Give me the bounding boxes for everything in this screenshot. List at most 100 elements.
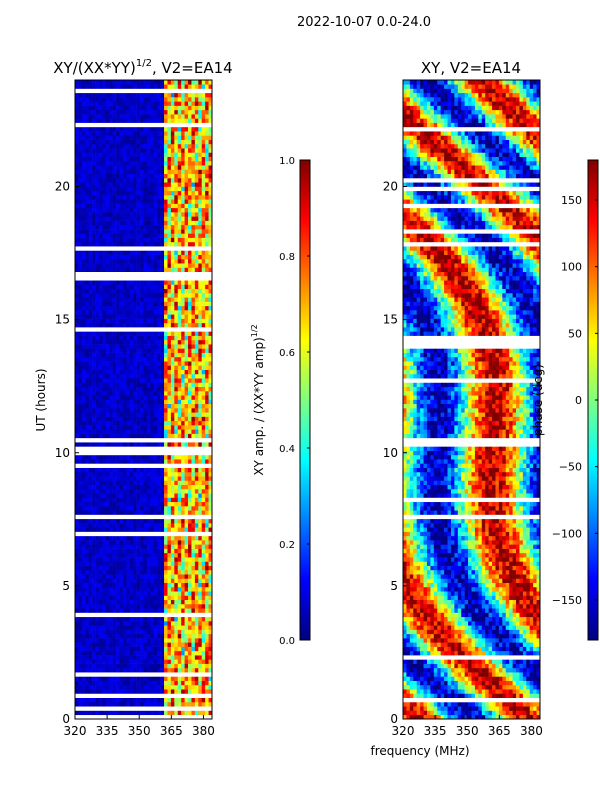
amplitude-heatmap-cell <box>208 190 212 196</box>
amplitude-heatmap-cell <box>170 233 175 238</box>
amplitude-heatmap-cell <box>143 540 148 545</box>
amplitude-heatmap-cell <box>153 633 158 639</box>
amplitude-heatmap-cell <box>109 531 113 537</box>
amplitude-heatmap-cell <box>122 684 127 690</box>
amplitude-heatmap-cell <box>126 527 131 532</box>
amplitude-heatmap-cell <box>116 459 120 464</box>
amplitude-heatmap-cell <box>136 514 141 520</box>
amplitude-heatmap-cell <box>170 582 175 588</box>
amplitude-heatmap-cell <box>119 224 124 230</box>
amplitude-heatmap-cell <box>170 237 175 243</box>
amplitude-heatmap-cell <box>78 612 83 618</box>
amplitude-heatmap-cell <box>112 203 117 209</box>
amplitude-heatmap-cell <box>136 616 141 622</box>
amplitude-heatmap-cell <box>170 246 175 251</box>
amplitude-heatmap-cell <box>208 493 212 498</box>
amplitude-heatmap-cell <box>205 365 209 370</box>
amplitude-heatmap-cell <box>85 488 89 494</box>
amplitude-heatmap-cell <box>119 625 124 630</box>
amplitude-heatmap-cell <box>98 544 103 549</box>
amplitude-heatmap-cell <box>129 582 134 588</box>
amplitude-heatmap-cell <box>105 454 110 460</box>
amplitude-heatmap-cell <box>136 237 141 243</box>
amplitude-heatmap-cell <box>208 403 212 409</box>
amplitude-heatmap-cell <box>112 420 117 426</box>
amplitude-heatmap-cell <box>88 480 93 485</box>
amplitude-heatmap-cell <box>88 450 93 456</box>
amplitude-heatmap-cell <box>143 450 148 456</box>
amplitude-heatmap-cell <box>88 280 93 285</box>
amplitude-heatmap-cell <box>122 646 127 652</box>
amplitude-heatmap-cell <box>194 399 199 405</box>
amplitude-heatmap-cell <box>191 591 196 596</box>
amplitude-heatmap-cell <box>188 621 192 626</box>
amplitude-heatmap-cell <box>119 297 124 302</box>
amplitude-heatmap-cell <box>88 493 93 498</box>
amplitude-heatmap-cell <box>85 548 89 554</box>
amplitude-heatmap-cell <box>126 254 131 260</box>
amplitude-heatmap-cell <box>184 476 189 481</box>
amplitude-heatmap-cell <box>95 348 100 353</box>
amplitude-heatmap-cell <box>140 535 144 541</box>
amplitude-heatmap-cell <box>198 416 203 422</box>
amplitude-heatmap-cell <box>170 518 175 524</box>
amplitude-heatmap-cell <box>140 373 144 379</box>
amplitude-heatmap-cell <box>112 569 117 575</box>
amplitude-heatmap-cell <box>205 361 209 366</box>
amplitude-heatmap-cell <box>157 186 161 192</box>
amplitude-heatmap-cell <box>191 275 196 281</box>
amplitude-heatmap-cell <box>102 395 107 400</box>
amplitude-heatmap-cell <box>177 284 182 290</box>
amplitude-heatmap-cell <box>102 331 107 336</box>
amplitude-heatmap-cell <box>98 471 103 477</box>
amplitude-heatmap-cell <box>122 454 127 460</box>
amplitude-heatmap-cell <box>150 710 155 716</box>
amplitude-heatmap-cell <box>174 565 179 571</box>
amplitude-heatmap-cell <box>105 229 110 234</box>
amplitude-heatmap-cell <box>98 386 103 392</box>
amplitude-heatmap-cell <box>205 258 209 264</box>
amplitude-heatmap-cell <box>198 310 203 315</box>
amplitude-heatmap-cell <box>75 484 79 490</box>
amplitude-heatmap-cell <box>164 361 168 366</box>
amplitude-heatmap-cell <box>143 220 148 226</box>
amplitude-heatmap-cell <box>75 540 79 545</box>
amplitude-heatmap-cell <box>102 548 107 554</box>
amplitude-heatmap-cell <box>160 395 165 400</box>
amplitude-heatmap-cell <box>174 655 179 660</box>
amplitude-heatmap-cell <box>112 523 117 528</box>
amplitude-heatmap-cell <box>201 250 206 255</box>
amplitude-heatmap-cell <box>92 395 96 400</box>
amplitude-heatmap-cell <box>150 203 155 209</box>
amplitude-heatmap-cell <box>177 224 182 230</box>
amplitude-heatmap-cell <box>164 510 168 515</box>
amplitude-heatmap-cell <box>143 420 148 426</box>
amplitude-heatmap-cell <box>102 655 107 660</box>
amplitude-heatmap-cell <box>146 344 151 349</box>
amplitude-heatmap-cell <box>88 595 93 601</box>
amplitude-heatmap-cell <box>160 701 165 707</box>
amplitude-heatmap-cell <box>85 369 89 375</box>
amplitude-heatmap-cell <box>98 220 103 226</box>
amplitude-heatmap-cell <box>81 459 86 464</box>
amplitude-heatmap-cell <box>98 212 103 217</box>
amplitude-heatmap-cell <box>81 186 86 192</box>
amplitude-heatmap-cell <box>205 629 209 635</box>
amplitude-heatmap-cell <box>116 599 120 605</box>
amplitude-heatmap-cell <box>150 501 155 507</box>
amplitude-heatmap-cell <box>92 212 96 217</box>
amplitude-heatmap-cell <box>188 207 192 213</box>
amplitude-heatmap-cell <box>194 565 199 571</box>
amplitude-heatmap-cell <box>170 672 175 677</box>
amplitude-heatmap-cell <box>198 659 203 664</box>
amplitude-heatmap-cell <box>208 574 212 579</box>
amplitude-heatmap-cell <box>112 305 117 311</box>
amplitude-heatmap-cell <box>157 429 161 434</box>
amplitude-heatmap-cell <box>98 672 103 677</box>
amplitude-heatmap-cell <box>194 650 199 656</box>
amplitude-heatmap-cell <box>119 356 124 362</box>
amplitude-heatmap-cell <box>198 339 203 345</box>
amplitude-heatmap-cell <box>112 352 117 358</box>
amplitude-heatmap-cell <box>194 305 199 311</box>
amplitude-heatmap-cell <box>109 544 113 549</box>
